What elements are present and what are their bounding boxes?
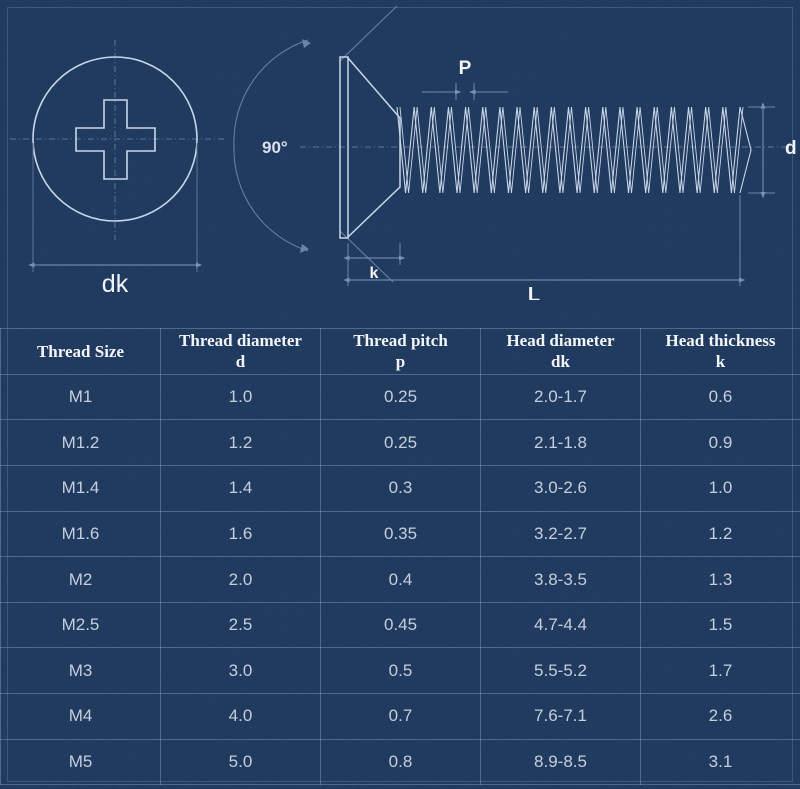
svg-text:L: L	[528, 284, 540, 300]
svg-text:k: k	[370, 265, 379, 282]
svg-text:P: P	[459, 58, 472, 79]
svg-text:dk: dk	[102, 270, 129, 298]
svg-text:90°: 90°	[262, 138, 288, 157]
svg-text:d: d	[785, 138, 797, 159]
